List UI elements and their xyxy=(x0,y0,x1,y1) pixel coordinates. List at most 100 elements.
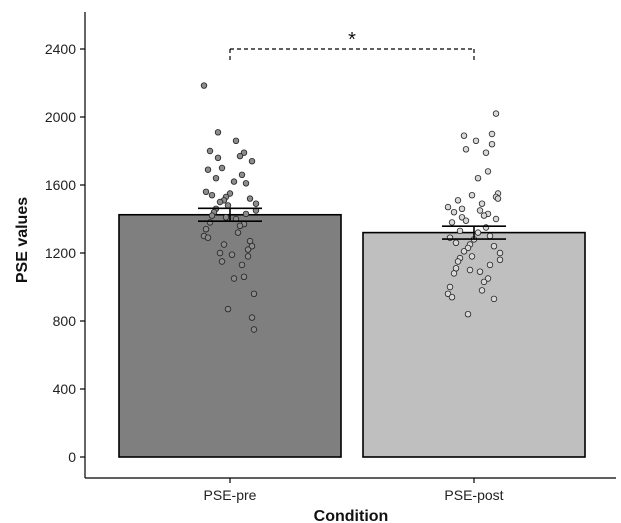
data-point xyxy=(452,239,460,246)
data-point xyxy=(248,157,256,165)
data-point xyxy=(206,147,214,155)
data-point xyxy=(486,261,494,269)
data-point xyxy=(492,215,500,223)
data-point xyxy=(204,166,212,173)
data-point xyxy=(490,242,498,250)
data-point xyxy=(250,290,258,297)
data-point xyxy=(220,241,228,248)
data-point xyxy=(240,149,248,156)
data-point xyxy=(200,82,208,89)
data-point xyxy=(460,132,468,139)
data-point xyxy=(486,232,494,240)
data-point xyxy=(496,256,504,263)
axes-layer xyxy=(84,12,616,479)
data-point xyxy=(216,198,224,206)
data-point xyxy=(202,188,210,195)
data-point xyxy=(236,152,244,160)
data-point xyxy=(496,249,504,257)
data-point xyxy=(216,249,224,257)
bar-pse-post xyxy=(362,231,586,458)
data-point xyxy=(482,149,490,156)
data-point xyxy=(458,205,466,212)
data-point xyxy=(218,164,226,172)
data-point xyxy=(462,146,470,153)
x-axis-title: Condition xyxy=(314,508,389,523)
data-point xyxy=(476,268,484,275)
data-point xyxy=(248,242,256,250)
data-point xyxy=(252,200,260,207)
data-point xyxy=(444,203,452,211)
data-point xyxy=(222,214,230,221)
data-point xyxy=(454,258,462,265)
data-point xyxy=(472,137,480,144)
data-point xyxy=(212,174,220,182)
data-point xyxy=(444,290,452,297)
data-point xyxy=(204,234,212,241)
data-point xyxy=(494,195,502,202)
data-point xyxy=(244,253,252,260)
y-tick-label: 800 xyxy=(53,313,77,329)
y-tick-label: 1200 xyxy=(45,245,76,261)
data-point xyxy=(488,140,496,148)
data-point xyxy=(480,212,488,219)
data-point xyxy=(228,251,236,258)
data-point xyxy=(448,294,456,301)
data-point xyxy=(484,168,492,175)
data-point xyxy=(230,178,238,185)
data-point xyxy=(226,190,234,197)
data-point xyxy=(208,191,216,199)
y-tick-label: 1600 xyxy=(45,177,76,193)
data-point xyxy=(242,180,250,187)
data-point xyxy=(478,200,486,207)
y-tick-label: 2400 xyxy=(45,41,76,57)
data-point xyxy=(488,130,496,138)
points-layer xyxy=(200,82,504,333)
bars-layer xyxy=(118,213,586,458)
data-point xyxy=(244,246,252,253)
x-tick-label-pse-post: PSE-post xyxy=(444,487,503,503)
data-point xyxy=(460,248,468,255)
data-point xyxy=(480,278,488,286)
data-point xyxy=(468,253,476,260)
data-point xyxy=(240,273,248,280)
data-point xyxy=(218,258,226,265)
data-point xyxy=(238,171,246,178)
data-point xyxy=(236,222,244,229)
data-point xyxy=(464,311,472,318)
data-point xyxy=(456,227,464,235)
y-tick-label: 400 xyxy=(53,381,77,397)
bar-pse-pre xyxy=(118,213,342,458)
data-point xyxy=(208,212,216,219)
data-point xyxy=(478,287,486,294)
data-point xyxy=(234,229,242,236)
data-point xyxy=(246,195,254,202)
data-point xyxy=(492,110,500,117)
data-point xyxy=(464,244,472,252)
data-point xyxy=(224,305,232,313)
significance-bracket: * xyxy=(229,29,475,61)
data-point xyxy=(466,266,474,274)
y-axis-title: PSE values xyxy=(14,197,31,283)
data-point xyxy=(250,326,258,333)
data-point xyxy=(242,210,250,218)
data-point xyxy=(454,197,462,204)
data-point xyxy=(232,137,240,144)
data-point xyxy=(238,261,246,269)
data-point xyxy=(214,129,222,136)
data-point xyxy=(462,217,470,224)
data-point xyxy=(474,174,482,182)
data-point xyxy=(458,214,466,221)
data-point xyxy=(490,295,498,303)
y-tick-label: 0 xyxy=(68,449,76,465)
x-ticks-layer: PSE-pre PSE-post xyxy=(204,478,504,503)
data-point xyxy=(448,219,456,226)
y-ticks-layer: 0 400 800 1200 1600 2000 2400 xyxy=(45,41,85,465)
data-point xyxy=(446,283,454,291)
data-point xyxy=(468,191,476,199)
x-tick-label-pse-pre: PSE-pre xyxy=(204,487,257,503)
data-point xyxy=(450,208,458,216)
data-point xyxy=(230,275,238,282)
data-point xyxy=(214,154,222,161)
data-point xyxy=(476,207,484,214)
